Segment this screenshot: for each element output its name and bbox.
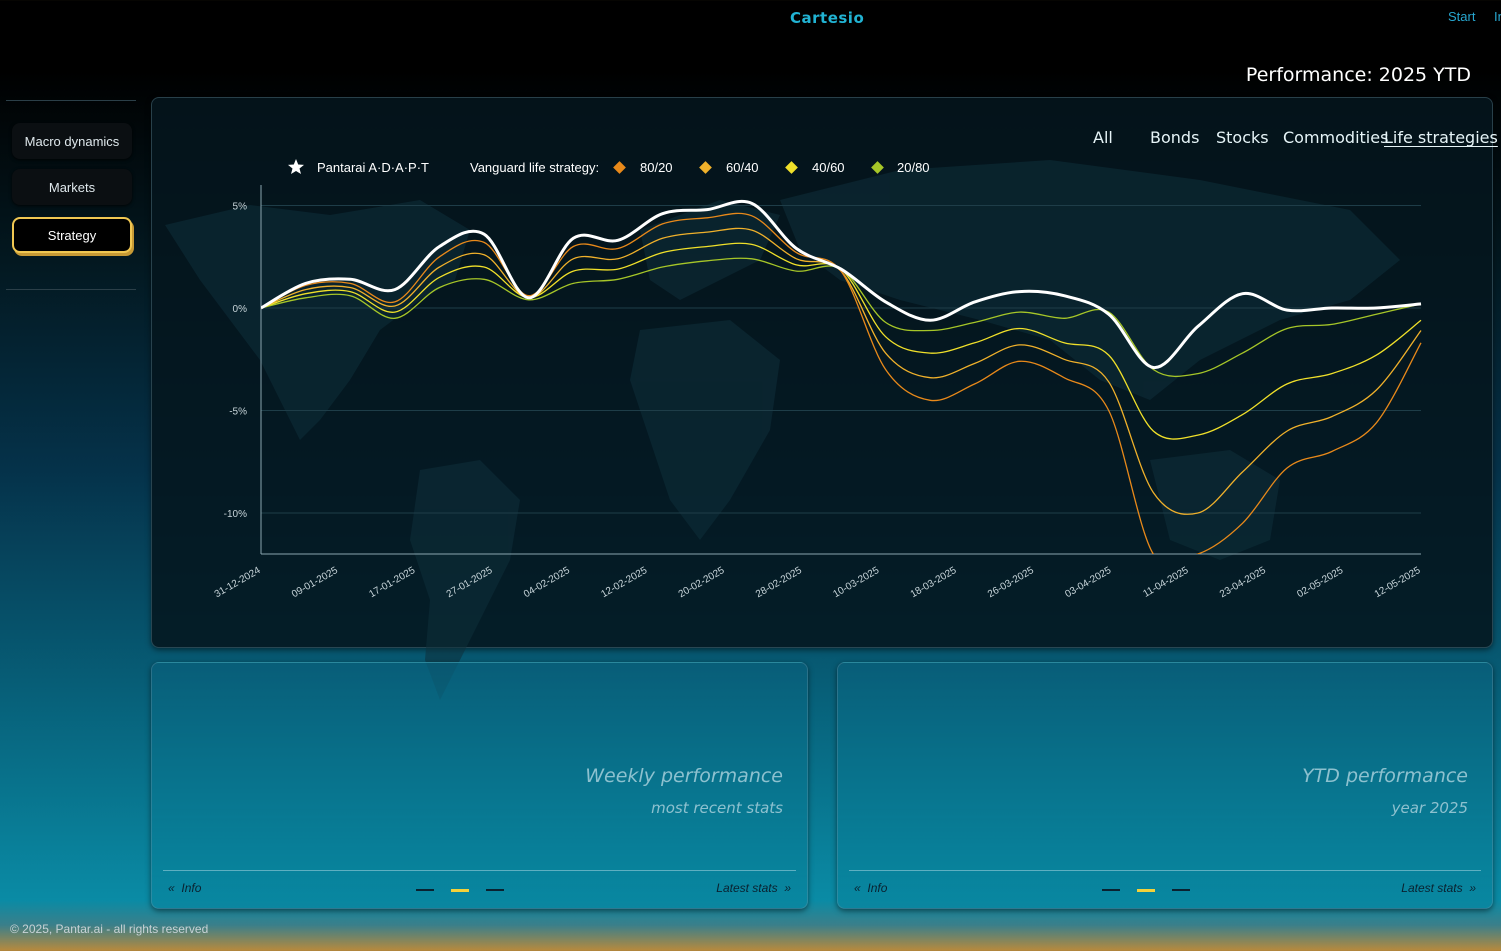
chevrons-right-icon: » xyxy=(1469,881,1476,895)
sidebar: Macro dynamics Markets Strategy xyxy=(6,100,136,290)
ytd-card-subtitle: year 2025 xyxy=(1391,799,1468,817)
filter-all[interactable]: All xyxy=(1093,128,1113,147)
legend-label-80-20: 80/20 xyxy=(640,160,673,175)
weekly-latest-stats-link[interactable]: Latest stats » xyxy=(716,881,791,895)
ytd-carousel-indicator xyxy=(1102,889,1192,893)
legend-label-adapt: Pantarai A·D·A·P·T xyxy=(317,160,429,175)
legend-label-40-60: 40/60 xyxy=(812,160,845,175)
x-tick-label: 09-01-2025 xyxy=(290,565,340,600)
x-tick-label: 23-04-2025 xyxy=(1218,565,1268,600)
footer-copyright: © 2025, Pantar.ai - all rights reserved xyxy=(10,922,209,936)
chart-panel xyxy=(151,97,1493,648)
weekly-card-subtitle: most recent stats xyxy=(651,799,783,817)
chevrons-left-icon: « xyxy=(854,881,861,895)
legend-marker-40-60 xyxy=(785,161,798,174)
series-line-60-40[interactable] xyxy=(261,227,1422,515)
series-line-pantarai-a-d-a-p-t[interactable] xyxy=(261,199,1422,369)
legend-marker-80-20 xyxy=(613,161,626,174)
weekly-performance-card: Weekly performance most recent stats « I… xyxy=(151,662,808,909)
x-tick-label: 26-03-2025 xyxy=(986,565,1036,600)
x-tick-label: 20-02-2025 xyxy=(677,565,727,600)
filter-stocks[interactable]: Stocks xyxy=(1216,128,1269,147)
legend-star-icon xyxy=(288,159,304,174)
x-tick-label: 31-12-2024 xyxy=(213,565,263,600)
top-bar: Cartesio Start Ir xyxy=(0,0,1501,40)
series-line-80-20[interactable] xyxy=(261,212,1422,565)
x-tick-label: 02-05-2025 xyxy=(1295,565,1345,600)
x-tick-label: 28-02-2025 xyxy=(754,565,804,600)
x-tick-label: 11-04-2025 xyxy=(1141,565,1191,600)
x-tick-label: 18-03-2025 xyxy=(909,565,959,600)
carousel-dot[interactable] xyxy=(416,889,434,891)
info-label: Info xyxy=(867,881,888,895)
ytd-performance-card: YTD performance year 2025 « Info Latest … xyxy=(837,662,1493,909)
carousel-dot-active[interactable] xyxy=(1137,889,1155,892)
filter-commodities[interactable]: Commodities xyxy=(1283,128,1389,147)
chevrons-right-icon: » xyxy=(784,881,791,895)
y-tick-label: 0% xyxy=(233,304,248,315)
legend-group-label: Vanguard life strategy: xyxy=(470,160,600,175)
legend-marker-20-80 xyxy=(871,161,884,174)
x-tick-label: 17-01-2025 xyxy=(367,565,417,600)
filter-bonds[interactable]: Bonds xyxy=(1150,128,1200,147)
y-tick-label: -10% xyxy=(224,509,247,520)
x-tick-label: 04-02-2025 xyxy=(522,565,572,600)
sidebar-item-macro-dynamics[interactable]: Macro dynamics xyxy=(12,123,132,159)
nav-start-link[interactable]: Start xyxy=(1448,9,1476,24)
legend-label-60-40: 60/40 xyxy=(726,160,759,175)
latest-label: Latest stats xyxy=(716,881,778,895)
world-map-background xyxy=(165,160,1400,700)
filter-life-strategies[interactable]: Life strategies xyxy=(1384,128,1498,147)
latest-label: Latest stats xyxy=(1401,881,1463,895)
ytd-latest-stats-link[interactable]: Latest stats » xyxy=(1401,881,1476,895)
x-tick-label: 10-03-2025 xyxy=(831,565,881,600)
brand-logo[interactable]: Cartesio xyxy=(790,9,865,27)
carousel-dot[interactable] xyxy=(1172,889,1190,891)
legend-label-20-80: 20/80 xyxy=(897,160,930,175)
weekly-carousel-indicator xyxy=(416,889,506,893)
ytd-card-title: YTD performance xyxy=(1302,765,1468,787)
weekly-info-link[interactable]: « Info xyxy=(168,881,201,895)
legend-marker-60-40 xyxy=(699,161,712,174)
chevrons-left-icon: « xyxy=(168,881,175,895)
card-divider xyxy=(163,870,796,871)
page-title: Performance: 2025 YTD xyxy=(1245,64,1471,86)
carousel-dot[interactable] xyxy=(1102,889,1120,891)
y-tick-label: 5% xyxy=(233,202,248,213)
carousel-dot-active[interactable] xyxy=(451,889,469,892)
nav-ir-link[interactable]: Ir xyxy=(1494,9,1501,24)
y-tick-label: -5% xyxy=(229,407,247,418)
sidebar-item-strategy[interactable]: Strategy xyxy=(12,217,132,253)
weekly-card-title: Weekly performance xyxy=(585,765,783,787)
x-tick-label: 03-04-2025 xyxy=(1063,565,1113,600)
chart-series xyxy=(261,199,1422,565)
sidebar-item-markets[interactable]: Markets xyxy=(12,169,132,205)
card-divider xyxy=(849,870,1481,871)
ytd-info-link[interactable]: « Info xyxy=(854,881,887,895)
x-tick-label: 12-02-2025 xyxy=(599,565,649,600)
carousel-dot[interactable] xyxy=(486,889,504,891)
info-label: Info xyxy=(181,881,202,895)
x-tick-label: 12-05-2025 xyxy=(1373,565,1423,600)
